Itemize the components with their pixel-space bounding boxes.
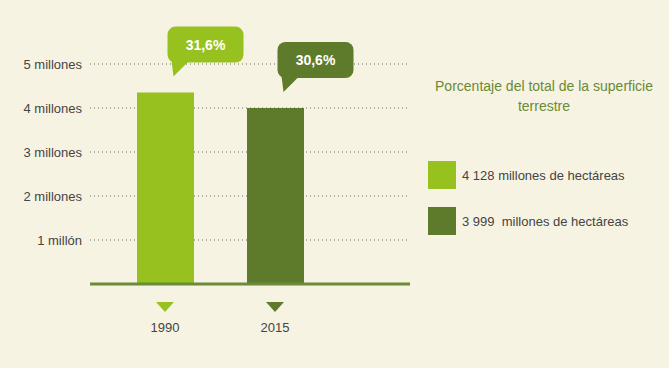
svg-text:1 millón: 1 millón (37, 233, 82, 248)
svg-text:30,6%: 30,6% (296, 52, 336, 68)
svg-text:4 millones: 4 millones (23, 101, 82, 116)
svg-text:1990: 1990 (151, 320, 180, 335)
svg-text:2015: 2015 (261, 320, 290, 335)
svg-text:31,6%: 31,6% (186, 37, 226, 53)
html-text:3 999 millones de hectáreas: 3 999 millones de hectáreas (462, 213, 629, 229)
svg-text:3 millones: 3 millones (23, 145, 82, 160)
svg-text:2 millones: 2 millones (23, 189, 82, 204)
html-text:Porcentaje del total de la sup: Porcentaje del total de la superficie te… (435, 78, 653, 114)
html-text:4 128 millones de hectáreas: 4 128 millones de hectáreas (462, 167, 625, 183)
svg-text:5 millones: 5 millones (23, 57, 82, 72)
